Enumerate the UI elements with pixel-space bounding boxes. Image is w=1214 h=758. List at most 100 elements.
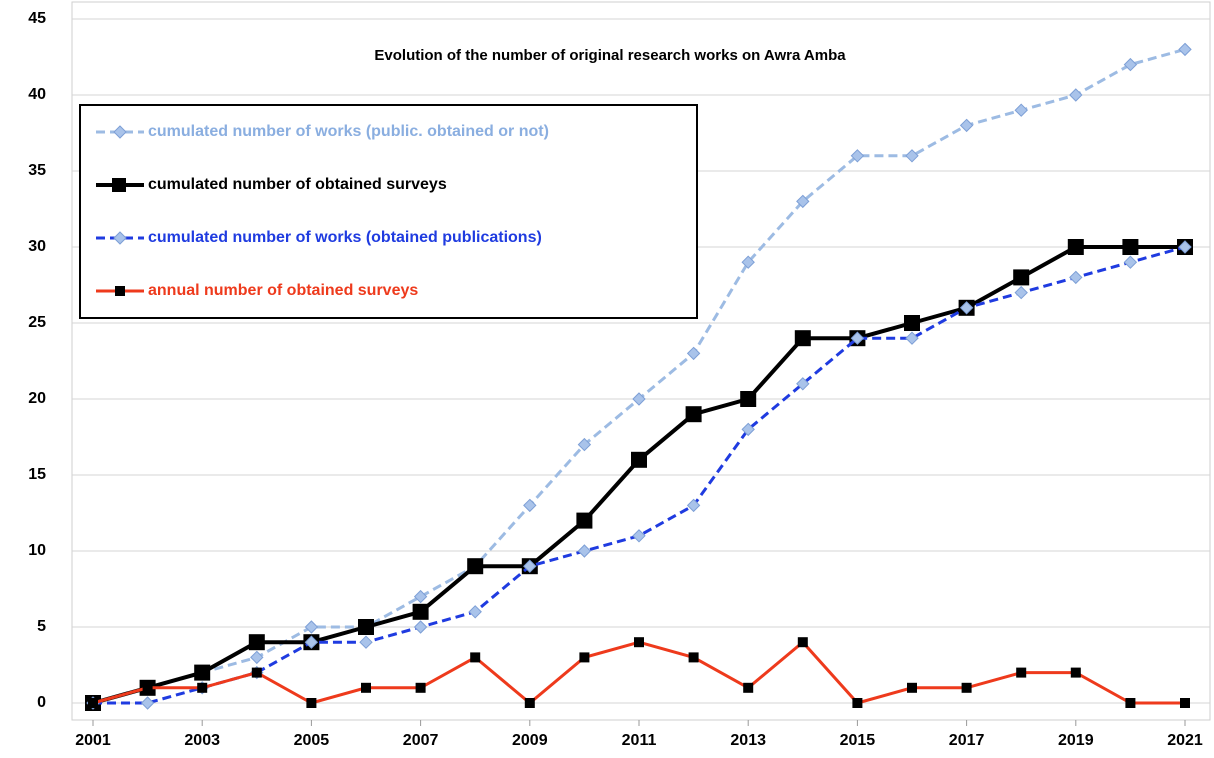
y-tick-label: 10	[28, 542, 46, 559]
marker	[1122, 239, 1139, 255]
marker	[194, 664, 211, 681]
y-tick-label: 0	[37, 694, 46, 711]
marker	[304, 635, 319, 649]
marker	[1013, 269, 1030, 286]
marker	[797, 637, 808, 648]
marker	[140, 696, 155, 710]
marker	[796, 194, 810, 209]
marker	[358, 619, 374, 635]
x-tick-label: 2009	[512, 732, 548, 749]
marker	[304, 620, 319, 634]
y-tick-label: 35	[28, 162, 46, 179]
marker	[1016, 667, 1027, 678]
x-tick-label: 2021	[1167, 732, 1203, 749]
marker	[1014, 103, 1028, 117]
marker	[743, 682, 754, 693]
marker	[741, 255, 755, 269]
marker	[523, 498, 537, 513]
marker	[142, 682, 153, 693]
x-tick-label: 2001	[75, 732, 111, 749]
marker	[794, 330, 811, 347]
marker	[577, 437, 592, 452]
y-tick-label: 20	[28, 390, 46, 407]
marker	[905, 331, 919, 345]
marker	[413, 620, 428, 634]
marker	[632, 392, 646, 406]
marker	[413, 589, 428, 604]
x-tick-label: 2011	[622, 732, 657, 749]
marker	[959, 301, 974, 315]
marker	[576, 512, 593, 529]
marker	[248, 634, 265, 651]
marker	[907, 682, 917, 693]
marker	[905, 149, 919, 163]
marker	[632, 529, 646, 543]
marker	[850, 149, 865, 163]
legend-label: cumulated number of works (public. obtai…	[148, 123, 549, 140]
x-tick-label: 2013	[730, 732, 766, 749]
marker	[740, 391, 757, 407]
marker	[1123, 255, 1138, 269]
y-tick-label: 25	[28, 314, 46, 331]
marker	[1067, 239, 1084, 255]
marker	[741, 422, 755, 437]
marker	[961, 682, 972, 693]
marker	[959, 118, 974, 133]
marker	[1125, 698, 1136, 708]
marker	[250, 650, 264, 665]
marker	[197, 682, 208, 693]
x-tick-label: 2003	[184, 732, 220, 749]
legend-marker	[113, 125, 127, 139]
legend-label: annual number of obtained surveys	[148, 282, 418, 299]
marker	[1069, 270, 1083, 285]
y-tick-label: 5	[37, 618, 46, 635]
marker	[361, 682, 371, 693]
marker	[685, 406, 702, 423]
y-tick-label: 15	[28, 466, 46, 483]
marker	[1178, 42, 1192, 57]
marker	[1123, 57, 1138, 72]
marker	[468, 605, 482, 619]
marker	[1069, 88, 1083, 102]
marker	[412, 603, 429, 620]
legend-label: cumulated number of works (obtained publ…	[148, 229, 542, 246]
x-tick-label: 2007	[403, 732, 439, 749]
legend-box	[79, 104, 698, 319]
legend-marker	[112, 178, 126, 192]
legend-marker	[113, 231, 127, 245]
plot-frame	[71, 1, 1211, 721]
marker	[577, 544, 592, 558]
marker	[306, 698, 317, 708]
marker	[1014, 285, 1028, 300]
marker	[579, 652, 590, 663]
y-tick-label: 45	[28, 10, 46, 27]
marker	[796, 377, 810, 391]
x-tick-label: 2005	[294, 732, 330, 749]
chart-title: Evolution of the number of original rese…	[374, 47, 846, 64]
marker	[688, 652, 699, 663]
legend-label: cumulated number of obtained surveys	[148, 176, 447, 193]
marker	[850, 331, 865, 345]
marker	[686, 498, 701, 513]
marker	[524, 698, 535, 708]
legend-marker	[115, 286, 125, 296]
marker	[904, 315, 920, 331]
marker	[251, 667, 262, 678]
marker	[1070, 667, 1081, 678]
marker	[470, 652, 481, 663]
y-tick-label: 30	[28, 238, 46, 255]
marker	[359, 635, 373, 649]
marker	[1180, 698, 1190, 708]
marker	[415, 682, 426, 693]
marker	[631, 451, 647, 468]
y-tick-label: 40	[28, 86, 46, 103]
marker	[523, 559, 537, 573]
marker	[467, 558, 484, 575]
marker	[634, 637, 644, 648]
x-tick-label: 2017	[949, 732, 985, 749]
marker	[88, 698, 98, 708]
x-tick-label: 2015	[840, 732, 876, 749]
marker	[852, 698, 863, 708]
marker	[1178, 240, 1192, 254]
